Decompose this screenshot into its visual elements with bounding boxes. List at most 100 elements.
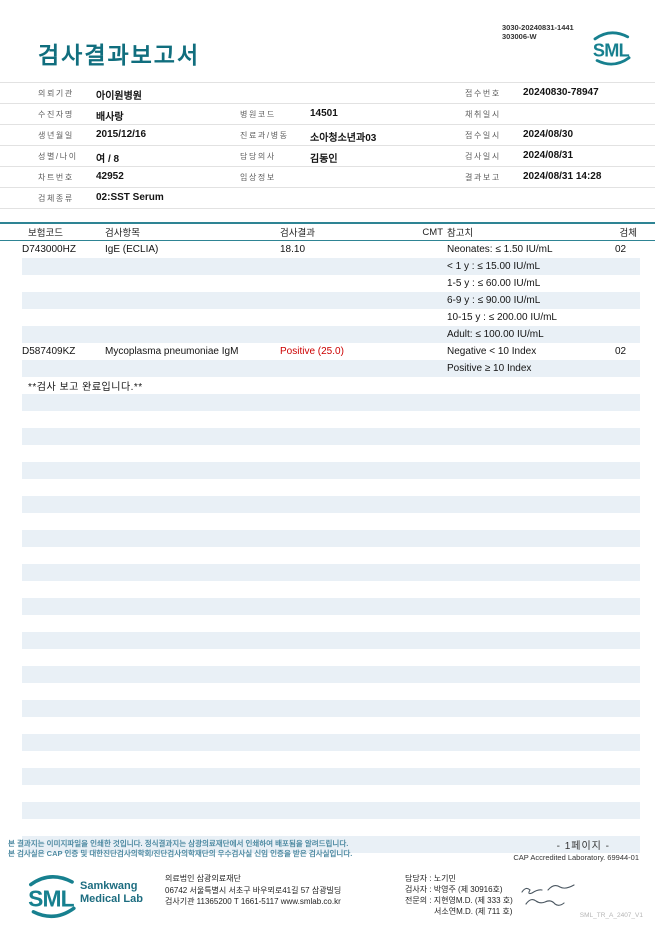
table-row [22, 479, 640, 496]
footer-notice: 본 결과지는 이미지파일을 인쇄한 것입니다. 정식결과지는 삼광의료재단에서 … [8, 839, 352, 858]
info-label: 생년월일 [38, 131, 74, 140]
address-line: 의료법인 삼광의료재단 [165, 874, 241, 883]
sml-logo-footer: SML [28, 875, 76, 919]
info-value: 02:SST Serum [96, 192, 164, 203]
info-value: 2015/12/16 [96, 129, 147, 140]
cell-code: D743000HZ [22, 244, 76, 255]
table-row: Adult: ≤ 100.00 IU/mL [22, 326, 640, 343]
svg-text:SML: SML [28, 886, 74, 912]
col-header-result: 검사결과 [280, 228, 315, 239]
table-row: 10-15 y : ≤ 200.00 IU/mL [22, 309, 640, 326]
info-label: 접수번호 [465, 89, 501, 98]
table-row: 6-9 y : ≤ 90.00 IU/mL [22, 292, 640, 309]
notice-line: 본 결과지는 이미지파일을 인쇄한 것입니다. 정식결과지는 삼광의료재단에서 … [8, 839, 349, 848]
address-line: 06742 서울특별시 서초구 바우뫼로41길 57 삼광빌딩 [165, 885, 342, 895]
cell-ref: 10-15 y : ≤ 200.00 IU/mL [447, 312, 557, 323]
table-row: < 1 y : ≤ 15.00 IU/mL [22, 258, 640, 275]
info-label: 차트번호 [38, 173, 74, 182]
info-label: 수진자명 [38, 110, 74, 119]
info-label: 결과보고 [465, 173, 501, 182]
table-row [22, 496, 640, 513]
results-table: 보험코드 검사항목 검사결과 CMT 참고치 검체 D743000HZ IgE (… [0, 222, 655, 853]
col-header-specimen: 검체 [619, 228, 637, 239]
table-row [22, 666, 640, 683]
table-row [22, 649, 640, 666]
info-label: 의뢰기관 [38, 89, 74, 98]
info-value: 소아청소년과03 [310, 133, 377, 144]
info-label: 채취일시 [465, 110, 501, 119]
patient-info-row: 수진자명 배사랑 병원코드 14501 채취일시 [0, 104, 655, 125]
table-row [22, 530, 640, 547]
table-row [22, 615, 640, 632]
info-label: 임상정보 [240, 173, 276, 182]
cell-spec: 02 [615, 346, 627, 357]
table-row: Positive ≥ 10 Index [22, 360, 640, 377]
svg-text:SML: SML [593, 40, 630, 60]
lab-name-line2: Medical Lab [80, 893, 143, 905]
info-label: 검사일시 [465, 152, 501, 161]
col-header-insurance-code: 보험코드 [28, 228, 63, 239]
table-row [22, 513, 640, 530]
table-row [22, 751, 640, 768]
col-header-reference: 참고치 [447, 228, 474, 239]
table-row: D743000HZ IgE (ECLIA) 18.10 Neonates: ≤ 1.5… [22, 241, 640, 258]
address-line: 검사기관 11365200 T 1661-5117 www.smlab.co.k… [165, 897, 341, 906]
cell-spec: 02 [615, 244, 627, 255]
table-row [22, 428, 640, 445]
table-row [22, 632, 640, 649]
info-label: 성별/나이 [38, 152, 78, 161]
page-indicator: - 1페이지 - [556, 841, 610, 852]
table-row [22, 802, 640, 819]
lab-name: Samkwang Medical Lab [80, 880, 143, 906]
info-value: 아이원병원 [96, 91, 142, 102]
info-label: 접수일시 [465, 131, 501, 140]
table-row [22, 598, 640, 615]
patient-info-row: 의뢰기관 아이원병원 접수번호 20240830-78947 [0, 83, 655, 104]
info-label: 검체종류 [38, 194, 74, 203]
table-row [22, 717, 640, 734]
document-codes: 3030-20240831-1441 303006-W [502, 23, 574, 41]
info-value: 김동인 [310, 154, 338, 165]
table-row [22, 683, 640, 700]
table-row [22, 394, 640, 411]
cell-result: Positive (25.0) [280, 346, 344, 357]
cell-ref: Positive ≥ 10 Index [447, 363, 532, 374]
cell-code: D587409KZ [22, 346, 76, 357]
table-row: 1-5 y : ≤ 60.00 IU/mL [22, 275, 640, 292]
table-row [22, 411, 640, 428]
cell-ref: 1-5 y : ≤ 60.00 IU/mL [447, 278, 541, 289]
table-row [22, 462, 640, 479]
signature-scribble [521, 884, 575, 906]
info-value: 배사랑 [96, 112, 124, 123]
staff-line: 담당자 : 노기민 [405, 874, 456, 883]
info-value: 2024/08/31 14:28 [523, 171, 602, 182]
table-row [22, 581, 640, 598]
notice-line: 본 검사실은 CAP 인증 및 대한진단검사의학회/진단검사의학재단의 우수검사… [8, 848, 353, 858]
sml-logo: SML [593, 31, 631, 66]
footer-block: SML Samkwang Medical Lab 의료법인 삼광의료재단 067… [0, 870, 655, 922]
cell-ref: 6-9 y : ≤ 90.00 IU/mL [447, 295, 541, 306]
table-row: **검사 보고 완료입니다.** [22, 377, 640, 394]
cell-ref: Neonates: ≤ 1.50 IU/mL [447, 244, 553, 255]
lab-name-line1: Samkwang [80, 880, 138, 892]
table-row [22, 819, 640, 836]
cell-item: IgE (ECLIA) [105, 244, 159, 255]
lab-address: 의료법인 삼광의료재단 06742 서울특별시 서초구 바우뫼로41길 57 삼… [165, 873, 341, 908]
table-row [22, 564, 640, 581]
info-value: 14501 [310, 108, 338, 119]
patient-info-grid: 의뢰기관 아이원병원 접수번호 20240830-78947 수진자명 배사랑 병원코드 14… [0, 82, 655, 209]
cell-ref: Negative < 10 Index [447, 346, 537, 357]
patient-info-row: 생년월일 2015/12/16 진료과/병동 소아청소년과03 접수일시 2024/08/… [0, 125, 655, 146]
results-table-body: D743000HZ IgE (ECLIA) 18.10 Neonates: ≤ 1.5… [0, 241, 655, 853]
table-row [22, 445, 640, 462]
cell-result: 18.10 [280, 244, 306, 255]
col-header-test-item: 검사항목 [105, 228, 140, 239]
info-value: 42952 [96, 171, 124, 182]
staff-line: 검사자 : 박영주 (제 30916호) [405, 885, 503, 894]
results-table-header: 보험코드 검사항목 검사결과 CMT 참고치 검체 [0, 222, 655, 241]
table-row [22, 700, 640, 717]
table-row [22, 768, 640, 785]
info-value: 여 / 8 [96, 154, 120, 165]
report-complete-note: **검사 보고 완료입니다.** [28, 382, 143, 393]
table-row [22, 734, 640, 751]
